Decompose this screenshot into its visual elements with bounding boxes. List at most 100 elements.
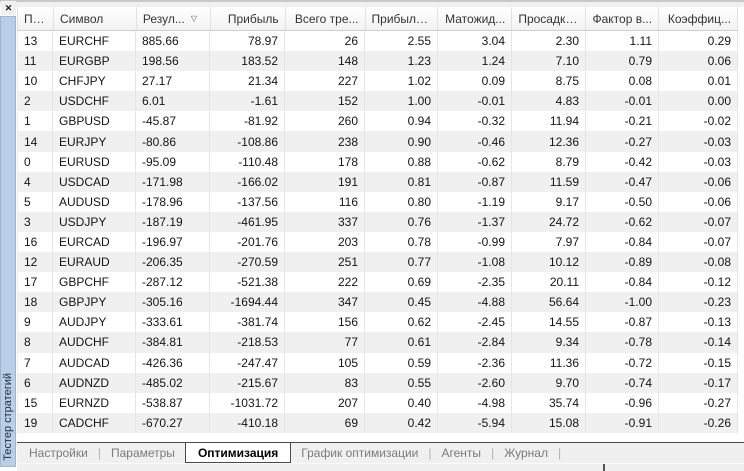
result-row-EURJPY[interactable]: 14 EURJPY -80.86 -108.86 238 0.90 -0.46 12.36 -0… <box>17 131 738 152</box>
result-row-AUDCHF[interactable]: 8 AUDCHF -384.81 -218.53 77 0.61 -2.84 9.34 -0.7… <box>17 332 738 353</box>
cell-expected_payoff: -0.01 <box>438 91 512 112</box>
column-header-profit_factor[interactable]: Прибыль... <box>366 7 439 30</box>
cell-result: -485.02 <box>136 372 210 393</box>
splitter-handle-icon[interactable] <box>603 464 605 471</box>
cell-result: 27.17 <box>136 71 210 92</box>
table-header: Про... Символ Резул... ▽ Прибыль Всего тре...… <box>17 7 738 31</box>
tab-optimization[interactable]: Оптимизация <box>184 443 292 463</box>
result-row-EURUSD[interactable]: 0 EURUSD -95.09 -110.48 178 0.88 -0.62 8.79 -0.4… <box>17 151 738 172</box>
result-row-GBPJPY[interactable]: 18 GBPJPY -305.16 -1694.44 347 0.45 -4.88 56.64… <box>17 292 738 313</box>
cell-drawdown: 11.36 <box>512 352 586 373</box>
result-row-EURCHF[interactable]: 13 EURCHF 885.66 78.97 26 2.55 3.04 2.30 1.11 0.2… <box>17 31 738 52</box>
cell-total_trades: 77 <box>285 332 365 353</box>
cell-recovery_factor: -0.47 <box>586 171 659 192</box>
cell-pass: 5 <box>17 191 53 212</box>
panel-splitter[interactable] <box>0 0 744 7</box>
cell-sharpe_ratio: -0.06 <box>659 171 738 192</box>
cell-result: -45.87 <box>136 111 210 132</box>
column-header-expected_payoff[interactable]: Матожид... <box>438 7 513 30</box>
cell-result: -187.19 <box>136 211 210 232</box>
tab-settings[interactable]: Настройки <box>29 446 88 460</box>
cell-result: 198.56 <box>136 51 210 72</box>
cell-total_trades: 191 <box>285 171 365 192</box>
cell-profit: -461.95 <box>210 211 285 232</box>
cell-sharpe_ratio: -0.03 <box>659 131 738 152</box>
column-header-label: Всего тре... <box>294 11 359 26</box>
column-header-symbol[interactable]: Символ <box>54 7 137 30</box>
cell-total_trades: 227 <box>285 71 365 92</box>
cell-symbol: AUDJPY <box>53 312 136 333</box>
cell-recovery_factor: -0.74 <box>586 372 659 393</box>
column-header-drawdown[interactable]: Просадка... <box>512 7 587 30</box>
result-row-EURAUD[interactable]: 12 EURAUD -206.35 -270.59 251 0.77 -1.08 10.12-… <box>17 252 738 273</box>
close-icon: ✕ <box>4 2 13 13</box>
tab-parameters[interactable]: Параметры <box>110 446 175 460</box>
cell-expected_payoff: 1.24 <box>438 51 512 72</box>
cell-total_trades: 69 <box>285 412 365 433</box>
result-row-AUDCAD[interactable]: 7 AUDCAD -426.36 -247.47 105 0.59 -2.36 11.36 -0… <box>17 352 738 373</box>
cell-drawdown: 4.83 <box>512 91 586 112</box>
cell-symbol: USDCHF <box>53 91 136 112</box>
cell-profit_factor: 0.81 <box>365 171 438 192</box>
cell-recovery_factor: -0.96 <box>586 392 659 413</box>
result-row-AUDJPY[interactable]: 9 AUDJPY -333.61 -381.74 156 0.62 -2.45 14.55 -0… <box>17 312 738 333</box>
cell-profit: -81.92 <box>210 111 285 132</box>
result-row-USDCAD[interactable]: 4 USDCAD -171.98 -166.02 191 0.81 -0.87 11.59 -0… <box>17 171 738 192</box>
result-row-AUDUSD[interactable]: 5 AUDUSD -178.96 -137.56 116 0.80 -1.19 9.17 -0.… <box>17 191 738 212</box>
result-row-USDCHF[interactable]: 2 USDCHF 6.01 -1.61 152 1.00 -0.01 4.83 -0.01 0.0… <box>17 91 738 112</box>
result-row-EURNZD[interactable]: 15 EURNZD -538.87 -1031.72 207 0.40 -4.98 35.74… <box>17 392 738 413</box>
tab-journal[interactable]: Журнал <box>504 446 548 460</box>
cell-sharpe_ratio: 0.01 <box>659 71 738 92</box>
cell-profit_factor: 0.88 <box>365 151 438 172</box>
result-row-GBPUSD[interactable]: 1 GBPUSD -45.87 -81.92 260 0.94 -0.32 11.94 -0.2… <box>17 111 738 132</box>
result-row-AUDNZD[interactable]: 6 AUDNZD -485.02 -215.67 83 0.55 -2.60 9.70 -0.7… <box>17 372 738 393</box>
tab-agents[interactable]: Агенты <box>441 446 482 460</box>
cell-result: -333.61 <box>136 312 210 333</box>
cell-expected_payoff: -0.87 <box>438 171 512 192</box>
column-header-recovery_factor[interactable]: Фактор в... <box>586 7 660 30</box>
column-header-sharpe_ratio[interactable]: Коэффиц... <box>659 7 738 30</box>
cell-recovery_factor: -0.27 <box>586 131 659 152</box>
result-row-GBPCHF[interactable]: 17 GBPCHF -287.12 -521.38 222 0.69 -2.35 20.11-… <box>17 272 738 293</box>
sidebar-tab-strategy-tester[interactable]: Тестер стратегий <box>0 16 16 467</box>
cell-expected_payoff: -5.94 <box>438 412 512 433</box>
cell-recovery_factor: -0.78 <box>586 332 659 353</box>
column-header-label: Резул... <box>142 11 185 26</box>
cell-profit: -1694.44 <box>210 292 285 313</box>
tab-separator: | <box>428 446 432 460</box>
cell-result: -670.27 <box>136 412 210 433</box>
cell-drawdown: 7.97 <box>512 231 586 253</box>
cell-symbol: CADCHF <box>53 412 136 433</box>
column-header-profit[interactable]: Прибыль <box>211 7 286 30</box>
close-button[interactable]: ✕ <box>1 1 16 15</box>
cell-recovery_factor: -0.84 <box>586 272 659 293</box>
result-row-EURGBP[interactable]: 11 EURGBP 198.56 183.52 148 1.23 1.24 7.10 0.79 0… <box>17 51 738 72</box>
cell-profit_factor: 0.77 <box>365 252 438 273</box>
tab-optimization-graph[interactable]: График оптимизации <box>301 446 419 460</box>
cell-profit_factor: 0.40 <box>365 392 438 413</box>
cell-recovery_factor: 0.79 <box>586 51 659 72</box>
column-header-pass[interactable]: Про... <box>18 7 54 30</box>
cell-result: 885.66 <box>136 31 210 52</box>
cell-result: -384.81 <box>136 332 210 353</box>
cell-symbol: AUDCHF <box>53 332 136 353</box>
cell-drawdown: 11.94 <box>512 111 586 132</box>
cell-symbol: EURGBP <box>53 51 136 72</box>
cell-pass: 16 <box>17 231 53 253</box>
cell-pass: 13 <box>17 31 53 52</box>
cell-pass: 7 <box>17 352 53 373</box>
cell-recovery_factor: -0.91 <box>586 412 659 433</box>
cell-profit_factor: 0.42 <box>365 412 438 433</box>
cell-sharpe_ratio: -0.23 <box>659 292 738 313</box>
cell-sharpe_ratio: -0.03 <box>659 151 738 172</box>
result-row-CADCHF[interactable]: 19 CADCHF -670.27 -410.18 69 0.42 -5.94 15.08 -0… <box>17 412 738 433</box>
result-row-USDJPY[interactable]: 3 USDJPY -187.19 -461.95 337 0.76 -1.37 24.72 -0… <box>17 211 738 232</box>
cell-profit: 21.34 <box>210 71 285 92</box>
cell-drawdown: 24.72 <box>512 211 586 232</box>
result-row-EURCAD[interactable]: 16 EURCAD -196.97 -201.76 203 0.78 -0.99 7.97 -0… <box>17 231 738 253</box>
column-header-total_trades[interactable]: Всего тре... <box>286 7 366 30</box>
cell-recovery_factor: -0.62 <box>586 211 659 232</box>
cell-expected_payoff: -1.19 <box>438 191 512 212</box>
result-row-CHFJPY[interactable]: 10 CHFJPY 27.17 21.34 227 1.02 0.09 8.75 0.08 0.0… <box>17 71 738 92</box>
column-header-result[interactable]: Резул... ▽ <box>137 7 211 30</box>
